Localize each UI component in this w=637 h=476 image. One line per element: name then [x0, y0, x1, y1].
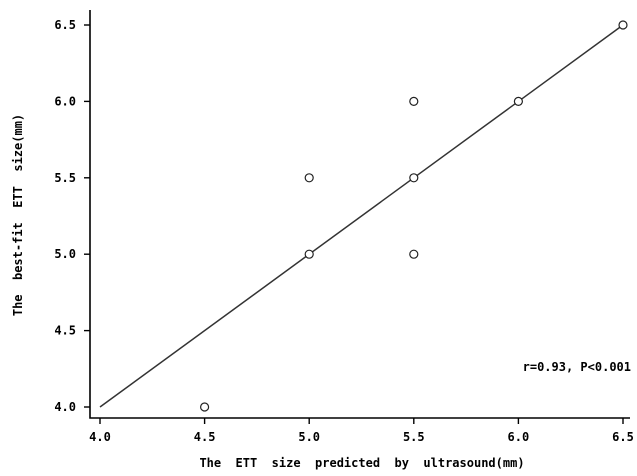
x-tick-label-5: 6.5	[612, 430, 634, 444]
data-point-2	[304, 173, 314, 183]
x-axis-ticks: 4.0 4.5 5.0 5.5 6.0 6.5	[89, 418, 634, 444]
x-tick-label-4: 6.0	[508, 430, 530, 444]
fit-line	[99, 24, 624, 408]
y-axis-title: The best-fit ETT size(mm)	[11, 114, 25, 316]
x-tick-label-0: 4.0	[89, 430, 111, 444]
x-tick-label-2: 5.0	[298, 430, 320, 444]
data-point-5	[409, 96, 419, 107]
data-points	[200, 20, 628, 412]
x-tick-label-1: 4.5	[194, 430, 216, 444]
y-tick-label-5: 6.5	[54, 18, 76, 32]
data-point-0	[200, 402, 210, 412]
y-tick-label-2: 5.0	[54, 247, 76, 261]
data-point-1	[304, 249, 314, 259]
x-axis-title: The ETT size predicted by ultrasound(mm)	[199, 456, 524, 470]
x-tick-label-3: 5.5	[403, 430, 425, 444]
data-point-3	[409, 249, 419, 259]
y-tick-label-0: 4.0	[54, 400, 76, 414]
y-tick-label-1: 4.5	[54, 324, 76, 338]
data-point-7	[618, 20, 628, 30]
axes-frame	[89, 10, 630, 419]
y-tick-label-3: 5.5	[54, 171, 76, 185]
correlation-annotation: r=0.93, P<0.001	[523, 360, 631, 374]
data-point-4	[409, 173, 419, 183]
data-point-6	[513, 96, 524, 107]
y-tick-label-4: 6.0	[54, 94, 76, 108]
y-axis-ticks: 4.0 4.5 5.0 5.5 6.0 6.5	[54, 18, 90, 414]
